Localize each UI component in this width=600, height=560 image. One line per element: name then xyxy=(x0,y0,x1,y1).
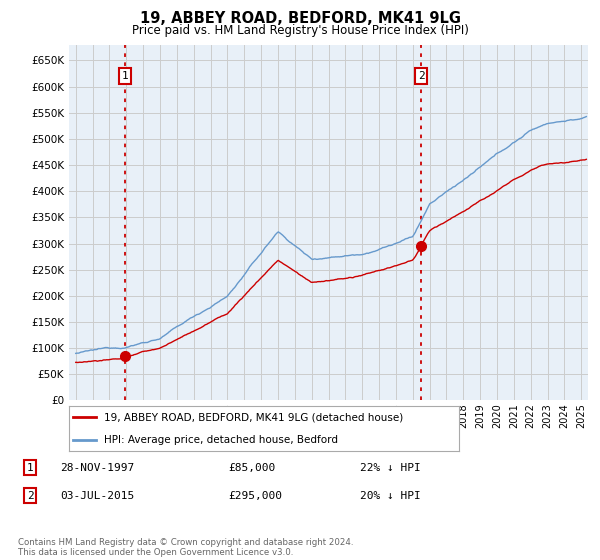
Text: 22% ↓ HPI: 22% ↓ HPI xyxy=(360,463,421,473)
Text: 1: 1 xyxy=(26,463,34,473)
Text: 2: 2 xyxy=(418,71,425,81)
Text: 1: 1 xyxy=(121,71,128,81)
Text: 19, ABBEY ROAD, BEDFORD, MK41 9LG (detached house): 19, ABBEY ROAD, BEDFORD, MK41 9LG (detac… xyxy=(104,412,403,422)
Text: £85,000: £85,000 xyxy=(228,463,275,473)
Text: Price paid vs. HM Land Registry's House Price Index (HPI): Price paid vs. HM Land Registry's House … xyxy=(131,24,469,36)
Text: HPI: Average price, detached house, Bedford: HPI: Average price, detached house, Bedf… xyxy=(104,435,338,445)
Text: 28-NOV-1997: 28-NOV-1997 xyxy=(60,463,134,473)
Text: 19, ABBEY ROAD, BEDFORD, MK41 9LG: 19, ABBEY ROAD, BEDFORD, MK41 9LG xyxy=(139,11,461,26)
Text: 2: 2 xyxy=(26,491,34,501)
Text: £295,000: £295,000 xyxy=(228,491,282,501)
Text: 20% ↓ HPI: 20% ↓ HPI xyxy=(360,491,421,501)
Text: 03-JUL-2015: 03-JUL-2015 xyxy=(60,491,134,501)
Text: Contains HM Land Registry data © Crown copyright and database right 2024.
This d: Contains HM Land Registry data © Crown c… xyxy=(18,538,353,557)
